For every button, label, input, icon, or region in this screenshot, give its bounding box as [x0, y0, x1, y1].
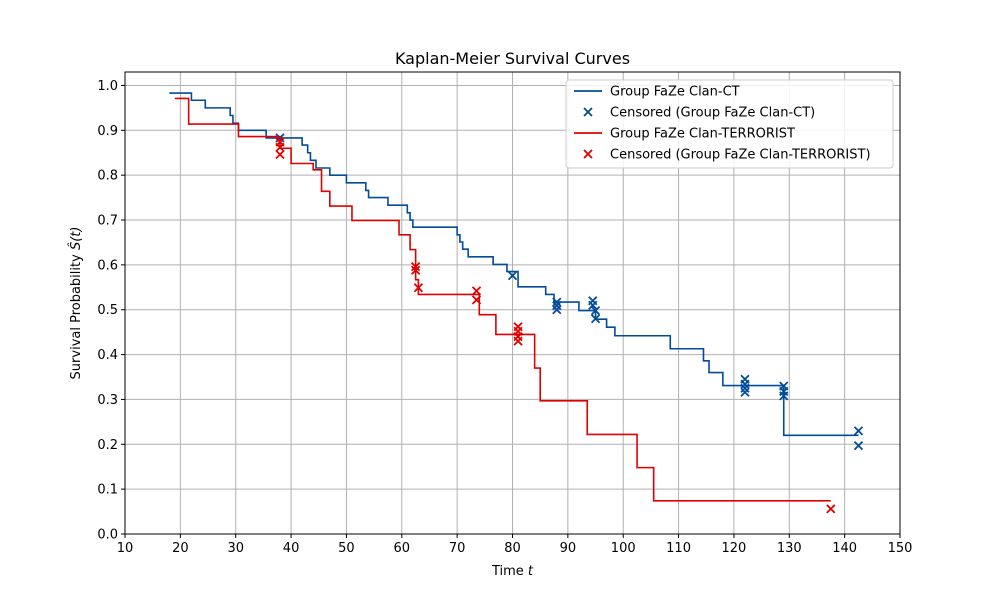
y-tick-label: 0.0	[97, 528, 118, 543]
x-tick-label: 130	[777, 541, 802, 556]
legend-label: Censored (Group FaZe Clan-TERRORIST)	[610, 148, 871, 163]
censored-marker-series-1	[853, 426, 864, 436]
censored-marker-series-1	[779, 391, 789, 401]
censored-marker-series-2	[471, 286, 482, 296]
censored-marker-series-1	[552, 305, 562, 315]
x-tick-label: 40	[283, 541, 300, 556]
y-tick-label: 0.3	[97, 393, 118, 408]
x-axis-label: Time t	[491, 564, 534, 579]
censored-marker-series-1	[590, 314, 601, 324]
chart-title: Kaplan-Meier Survival Curves	[395, 49, 630, 68]
y-axis-label: Survival Probability Ŝ(t)	[68, 227, 84, 380]
x-tick-label: 90	[560, 541, 577, 556]
censored-marker-series-1	[740, 383, 750, 393]
y-tick-label: 0.4	[97, 348, 118, 363]
legend-label: Censored (Group FaZe Clan-CT)	[610, 106, 815, 121]
legend-label: Group FaZe Clan-CT	[610, 85, 740, 100]
x-tick-label: 50	[338, 541, 355, 556]
y-tick-label: 0.5	[97, 303, 118, 318]
censored-marker-series-2	[275, 142, 285, 152]
legend: Group FaZe Clan-CT Censored (Group FaZe C…	[565, 79, 894, 169]
x-tick-label: 150	[888, 541, 913, 556]
x-tick-label: 70	[449, 541, 466, 556]
censored-marker-series-1	[590, 305, 601, 316]
x-tick-label: 20	[172, 541, 189, 556]
censored-marker-series-2	[410, 265, 421, 275]
legend-entry: Group FaZe Clan-TERRORIST	[574, 127, 795, 142]
censored-marker-series-2	[413, 283, 424, 293]
x-tick-label: 120	[722, 541, 747, 556]
x-tick-label: 140	[832, 541, 857, 556]
axis-ticks: 10 20 30 40 50 60 70 80 90 100 110 120 130 140 150 0.0 0…	[97, 79, 912, 556]
x-tick-label: 30	[227, 541, 244, 556]
x-tick-label: 80	[504, 541, 521, 556]
x-tick-label: 110	[666, 541, 691, 556]
y-tick-label: 0.6	[97, 258, 118, 273]
legend-label: Group FaZe Clan-TERRORIST	[610, 127, 795, 142]
x-tick-label: 60	[394, 541, 411, 556]
legend-entry: Censored (Group FaZe Clan-TERRORIST)	[583, 148, 871, 163]
censored-marker-series-2	[513, 336, 523, 346]
censored-marker-series-2	[410, 262, 421, 272]
y-tick-label: 0.9	[97, 124, 118, 139]
y-tick-label: 1.0	[97, 79, 118, 94]
survival-curve-series-2	[174, 97, 831, 502]
y-tick-label: 0.2	[97, 438, 118, 453]
x-tick-label: 100	[611, 541, 636, 556]
censored-marker-series-2	[826, 504, 836, 514]
censored-marker-series-1	[507, 271, 518, 281]
y-tick-label: 0.8	[97, 169, 118, 184]
censored-marker-series-1	[588, 300, 598, 310]
legend-x-swatch	[583, 149, 593, 159]
y-tick-label: 0.7	[97, 214, 118, 229]
censored-marker-series-1	[552, 297, 562, 307]
censored-marker-series-1	[740, 387, 750, 397]
series-layer	[169, 92, 864, 514]
y-tick-label: 0.1	[97, 483, 118, 498]
censored-marker-series-1	[740, 379, 750, 389]
censored-marker-series-1	[853, 441, 864, 451]
censored-marker-series-2	[275, 149, 285, 160]
survival-curve-series-1	[169, 92, 859, 437]
x-tick-label: 10	[117, 541, 134, 556]
legend-entry: Censored (Group FaZe Clan-CT)	[583, 106, 815, 121]
censored-marker-series-2	[471, 295, 482, 305]
legend-x-swatch	[583, 107, 593, 117]
legend-box	[565, 79, 894, 169]
censored-marker-series-1	[552, 301, 562, 311]
legend-entry: Group FaZe Clan-CT	[574, 85, 740, 100]
